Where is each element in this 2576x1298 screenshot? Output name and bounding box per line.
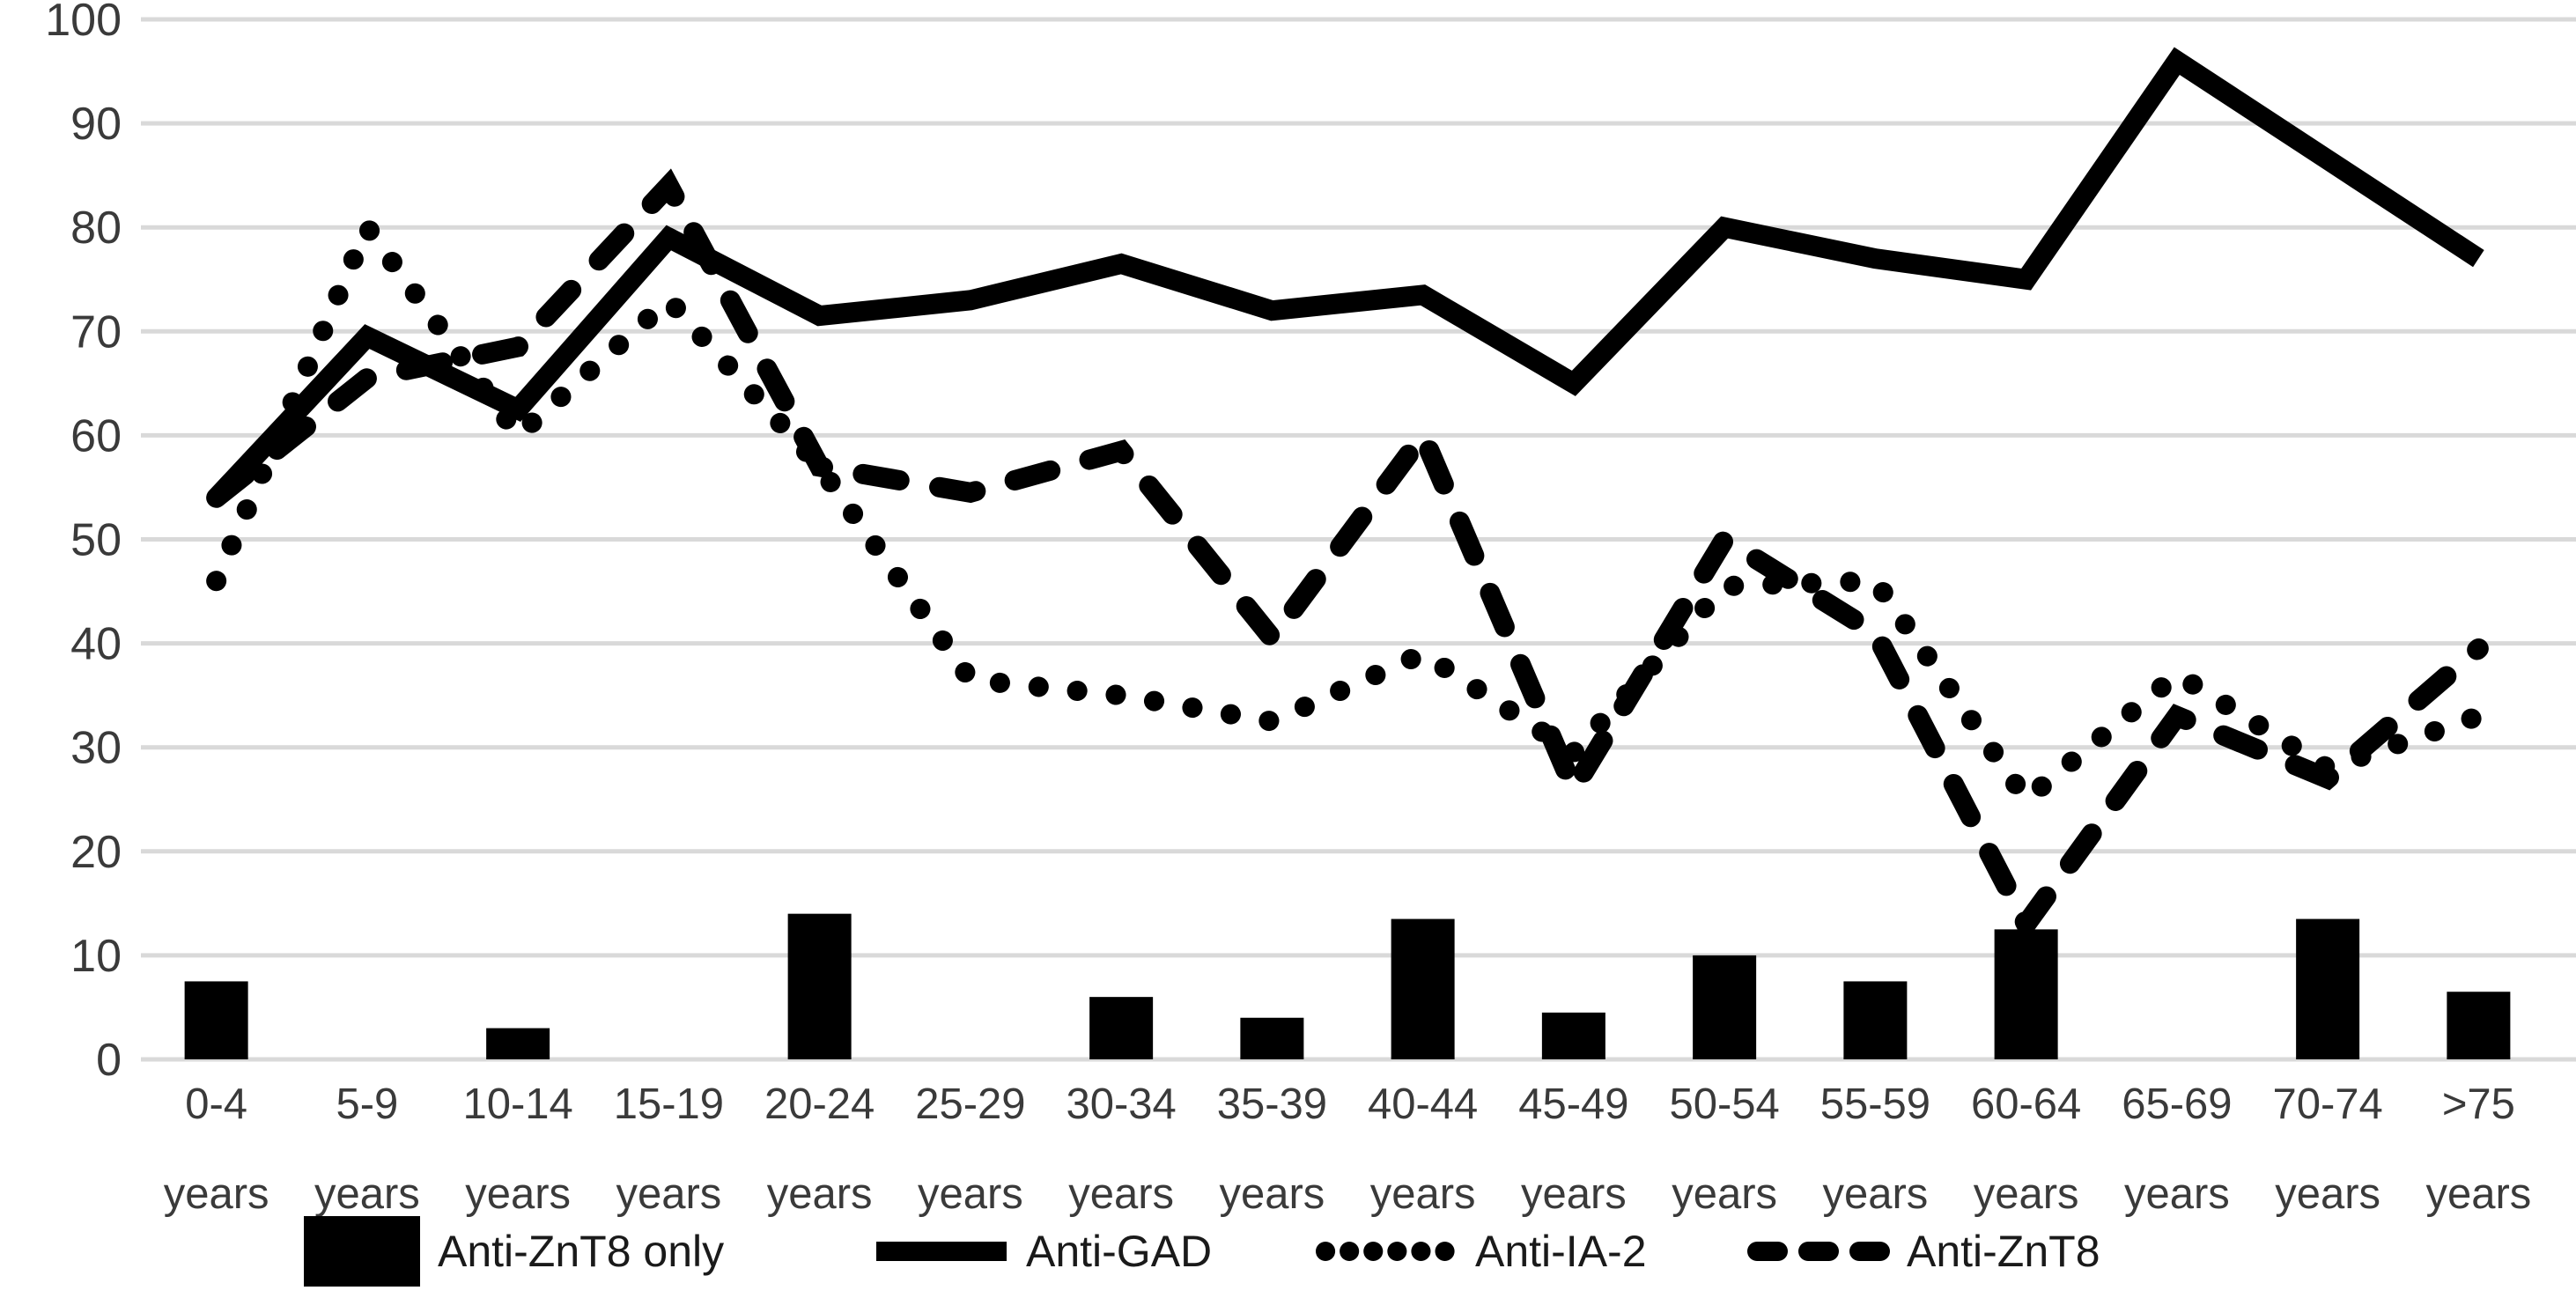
x-tick-label: 50-54	[1669, 1080, 1779, 1128]
x-tick-label-line2: years	[1672, 1170, 1777, 1218]
x-tick-label: 10-14	[462, 1080, 572, 1128]
bar-anti-znt8-only	[1541, 1012, 1605, 1059]
bar-anti-znt8-only	[1391, 918, 1455, 1059]
bar-anti-znt8-only	[1693, 955, 1757, 1059]
x-tick-label: 0-4	[185, 1080, 247, 1128]
bar-anti-znt8-only	[486, 1028, 550, 1059]
x-tick-label: 5-9	[336, 1080, 398, 1128]
x-tick-label: 70-74	[2272, 1080, 2382, 1128]
x-tick-label: 55-59	[1820, 1080, 1930, 1128]
x-tick-label: 45-49	[1518, 1080, 1628, 1128]
y-tick-label: 20	[70, 827, 122, 878]
bar-anti-znt8-only	[1994, 929, 2058, 1059]
x-tick-label-line2: years	[1068, 1170, 1174, 1218]
x-tick-label-line2: years	[465, 1170, 571, 1218]
y-tick-label: 50	[70, 515, 122, 566]
x-tick-label: 35-39	[1217, 1080, 1327, 1128]
x-tick-label-line2: years	[1822, 1170, 1928, 1218]
x-tick-label: 15-19	[614, 1080, 724, 1128]
line-anti-gad	[209, 47, 2484, 505]
x-tick-label-line2: years	[2275, 1170, 2380, 1218]
x-tick-label: 25-29	[915, 1080, 1025, 1128]
x-tick-label-line2: years	[767, 1170, 873, 1218]
legend-label-anti-znt8-only: Anti-ZnT8 only	[438, 1227, 724, 1276]
bar-anti-znt8-only	[787, 913, 852, 1059]
line-anti-znt8	[206, 168, 2489, 944]
y-tick-label: 90	[70, 99, 122, 150]
x-tick-label-line2: years	[2425, 1170, 2531, 1218]
y-tick-label: 80	[70, 203, 122, 254]
bar-anti-znt8-only	[2447, 992, 2511, 1059]
x-tick-label: 20-24	[764, 1080, 875, 1128]
y-tick-label: 60	[70, 410, 122, 461]
y-tick-label: 0	[96, 1035, 122, 1086]
x-tick-label: >75	[2442, 1080, 2515, 1128]
y-tick-label: 30	[70, 723, 122, 774]
legend-label-anti-znt8: Anti-ZnT8	[1907, 1227, 2100, 1276]
y-tick-label: 10	[70, 931, 122, 982]
x-tick-label-line2: years	[616, 1170, 721, 1218]
bar-anti-znt8-only	[184, 981, 248, 1059]
x-tick-label: 40-44	[1368, 1080, 1478, 1128]
x-tick-label-line2: years	[1370, 1170, 1476, 1218]
x-tick-label-line2: years	[1219, 1170, 1325, 1218]
bar-anti-znt8-only	[1240, 1017, 1304, 1059]
x-tick-label-line2: years	[1521, 1170, 1627, 1218]
legend-label-anti-ia-2: Anti-IA-2	[1475, 1227, 1647, 1276]
x-tick-label: 65-69	[2122, 1080, 2232, 1128]
bar-anti-znt8-only	[1843, 981, 1908, 1059]
legend-label-anti-gad: Anti-GAD	[1026, 1227, 1212, 1276]
y-tick-label: 70	[70, 306, 122, 358]
x-tick-label: 30-34	[1066, 1080, 1176, 1128]
x-tick-label-line2: years	[1974, 1170, 2079, 1218]
y-tick-label: 100	[45, 0, 122, 46]
x-tick-label-line2: years	[314, 1170, 420, 1218]
x-tick-label: 60-64	[1971, 1080, 2081, 1128]
x-tick-label-line2: years	[918, 1170, 1023, 1218]
legend-swatch-anti-znt8-only	[304, 1216, 420, 1287]
bar-anti-znt8-only	[2296, 918, 2360, 1059]
x-tick-label-line2: years	[164, 1170, 269, 1218]
x-tick-label-line2: years	[2124, 1170, 2230, 1218]
y-tick-label: 40	[70, 619, 122, 670]
bar-anti-znt8-only	[1089, 997, 1154, 1059]
line-anti-ia-2	[206, 207, 2489, 815]
